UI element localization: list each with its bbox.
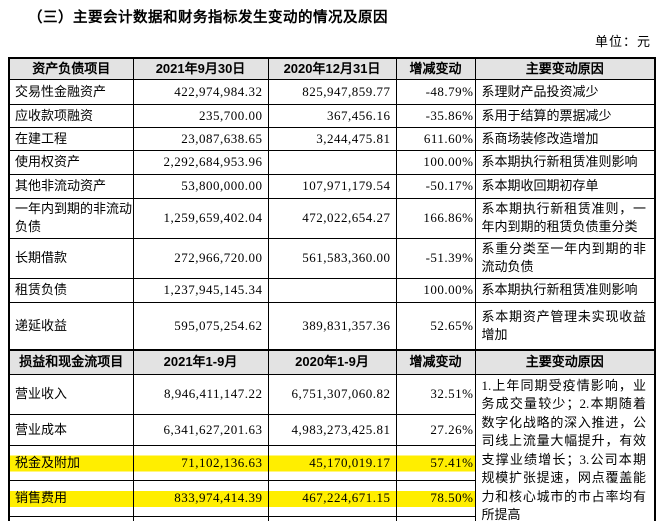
reason-cell: 系本期执行新租赁准则，一年内到期的租赁负债重分类 <box>474 197 656 239</box>
item-cell: 应收款项融资 <box>8 103 134 128</box>
item-cell: 其他非流动资产 <box>8 173 134 199</box>
value-2021-cell: 53,800,000.00 <box>132 173 269 199</box>
change-cell: 78.50% <box>395 479 476 517</box>
value-2021-cell: 235,700.00 <box>132 103 269 128</box>
table-row: 长期借款 272,966,720.00 561,583,360.00 -51.3… <box>8 237 656 279</box>
item-cell: 销售费用 <box>8 479 134 517</box>
table-row: 应收款项融资 235,700.00 367,456.16 -35.86% 系用于… <box>8 103 656 128</box>
value-2020-cell: 107,971,179.54 <box>267 173 397 199</box>
value-2020-cell: 467,224,671.15 <box>267 479 397 517</box>
value-2020-cell <box>267 149 397 175</box>
value-2021-cell: 2,292,684,953.96 <box>132 149 269 175</box>
reason-cell: 系本期执行新租赁准则影响 <box>474 277 656 303</box>
value-2021-cell: 422,974,984.32 <box>132 78 269 105</box>
table-row: 递延收益 595,075,254.62 389,831,357.36 52.65… <box>8 301 656 351</box>
reason-cell: 系理财产品投资减少 <box>474 78 656 105</box>
value-2021-cell: 23,087,638.65 <box>132 126 269 151</box>
value-2020-cell: 6,751,307,060.82 <box>267 373 397 415</box>
value-2020-cell: 389,831,357.36 <box>267 301 397 351</box>
balance-header-row: 资产负债项目 2021年9月30日 2020年12月31日 增减变动 主要变动原… <box>8 57 656 80</box>
header-cell: 损益和现金流项目 <box>8 349 134 375</box>
table-row: 一年内到期的非流动负债 1,259,659,402.04 472,022,654… <box>8 197 656 239</box>
value-2020-cell: 561,583,360.00 <box>267 237 397 279</box>
value-2020-cell: 3,244,475.81 <box>267 126 397 151</box>
header-cell: 增减变动 <box>395 349 476 375</box>
change-cell: -35.86% <box>395 103 476 128</box>
table-row-highlighted: 销售费用 833,974,414.39 467,224,671.15 78.50… <box>8 479 655 517</box>
header-cell: 主要变动原因 <box>474 349 656 375</box>
reason-cell: 系用于结算的票据减少 <box>474 103 656 128</box>
table-row-partial <box>8 515 655 521</box>
reason-cell: 系本期执行新租赁准则影响 <box>474 149 656 175</box>
value-2021-cell: 272,966,720.00 <box>132 237 269 279</box>
table-row: 使用权资产 2,292,684,953.96 100.00% 系本期执行新租赁准… <box>8 149 656 175</box>
header-cell: 2020年1-9月 <box>267 349 397 375</box>
item-cell: 在建工程 <box>8 126 134 151</box>
change-cell: 27.26% <box>395 413 476 446</box>
header-cell: 主要变动原因 <box>474 57 656 80</box>
value-2021-cell: 1,259,659,402.04 <box>132 197 269 239</box>
item-cell <box>8 515 134 521</box>
change-cell: 57.41% <box>395 444 476 481</box>
header-cell: 2020年12月31日 <box>267 57 397 80</box>
header-cell: 资产负债项目 <box>8 57 134 80</box>
value-2020-cell <box>267 515 397 521</box>
value-2021-cell: 595,075,254.62 <box>132 301 269 351</box>
item-cell: 长期借款 <box>8 237 134 279</box>
value-2021-cell: 71,102,136.63 <box>132 444 269 481</box>
table-row-highlighted: 税金及附加 71,102,136.63 45,170,019.17 57.41% <box>8 444 655 481</box>
unit-label: 单位：元 <box>594 34 651 49</box>
change-cell <box>395 515 476 521</box>
item-cell: 营业成本 <box>8 413 134 446</box>
change-cell: -48.79% <box>395 78 476 105</box>
value-2021-cell: 6,341,627,201.63 <box>132 413 269 446</box>
table-row: 其他非流动资产 53,800,000.00 107,971,179.54 -50… <box>8 173 656 199</box>
table-row: 租赁负债 1,237,945,145.34 100.00% 系本期执行新租赁准则… <box>8 277 656 303</box>
value-2021-cell: 833,974,414.39 <box>132 479 269 517</box>
change-cell: 166.86% <box>395 197 476 239</box>
value-2020-cell: 45,170,019.17 <box>267 444 397 481</box>
item-cell: 交易性金融资产 <box>8 78 134 105</box>
financial-changes-table: 资产负债项目 2021年9月30日 2020年12月31日 增减变动 主要变动原… <box>8 57 656 521</box>
value-2020-cell: 4,983,273,425.81 <box>267 413 397 446</box>
change-cell: 100.00% <box>395 277 476 303</box>
item-cell: 税金及附加 <box>8 444 134 481</box>
reason-cell: 系重分类至一年内到期的非流动负债 <box>474 237 656 279</box>
change-cell: 100.00% <box>395 149 476 175</box>
merged-reason-cell: 1.上年同期受疫情影响，业务成交量较少；2.本期随着数字化战略的深入推进，公司线… <box>474 373 656 521</box>
value-2020-cell: 825,947,859.77 <box>267 78 397 105</box>
change-cell: -50.17% <box>395 173 476 199</box>
table-row: 交易性金融资产 422,974,984.32 825,947,859.77 -4… <box>8 78 656 105</box>
item-cell: 营业收入 <box>8 373 134 415</box>
reason-cell: 系商场装修改造增加 <box>474 126 656 151</box>
value-2021-cell: 8,946,411,147.22 <box>132 373 269 415</box>
value-2021-cell <box>132 515 269 521</box>
value-2020-cell: 367,456.16 <box>267 103 397 128</box>
table-row: 营业成本 6,341,627,201.63 4,983,273,425.81 2… <box>8 413 655 446</box>
header-cell: 2021年9月30日 <box>132 57 269 80</box>
value-2020-cell: 472,022,654.27 <box>267 197 397 239</box>
item-cell: 递延收益 <box>8 301 134 351</box>
item-cell: 一年内到期的非流动负债 <box>8 197 134 239</box>
income-header-row: 损益和现金流项目 2021年1-9月 2020年1-9月 增减变动 主要变动原因 <box>8 349 656 375</box>
value-2020-cell <box>267 277 397 303</box>
table-row: 在建工程 23,087,638.65 3,244,475.81 611.60% … <box>8 126 656 151</box>
item-cell: 租赁负债 <box>8 277 134 303</box>
change-cell: 52.65% <box>395 301 476 351</box>
change-cell: 611.60% <box>395 126 476 151</box>
table-row: 营业收入 8,946,411,147.22 6,751,307,060.82 3… <box>8 373 656 521</box>
change-cell: 32.51% <box>395 373 476 415</box>
header-cell: 2021年1-9月 <box>132 349 269 375</box>
header-cell: 增减变动 <box>395 57 476 80</box>
value-2021-cell: 1,237,945,145.34 <box>132 277 269 303</box>
reason-cell: 系本期资产管理未实现收益增加 <box>474 301 656 351</box>
section-title: （三）主要会计数据和财务指标发生变动的情况及原因 <box>28 10 388 26</box>
reason-cell: 系本期收回期初存单 <box>474 173 656 199</box>
item-cell: 使用权资产 <box>8 149 134 175</box>
change-cell: -51.39% <box>395 237 476 279</box>
